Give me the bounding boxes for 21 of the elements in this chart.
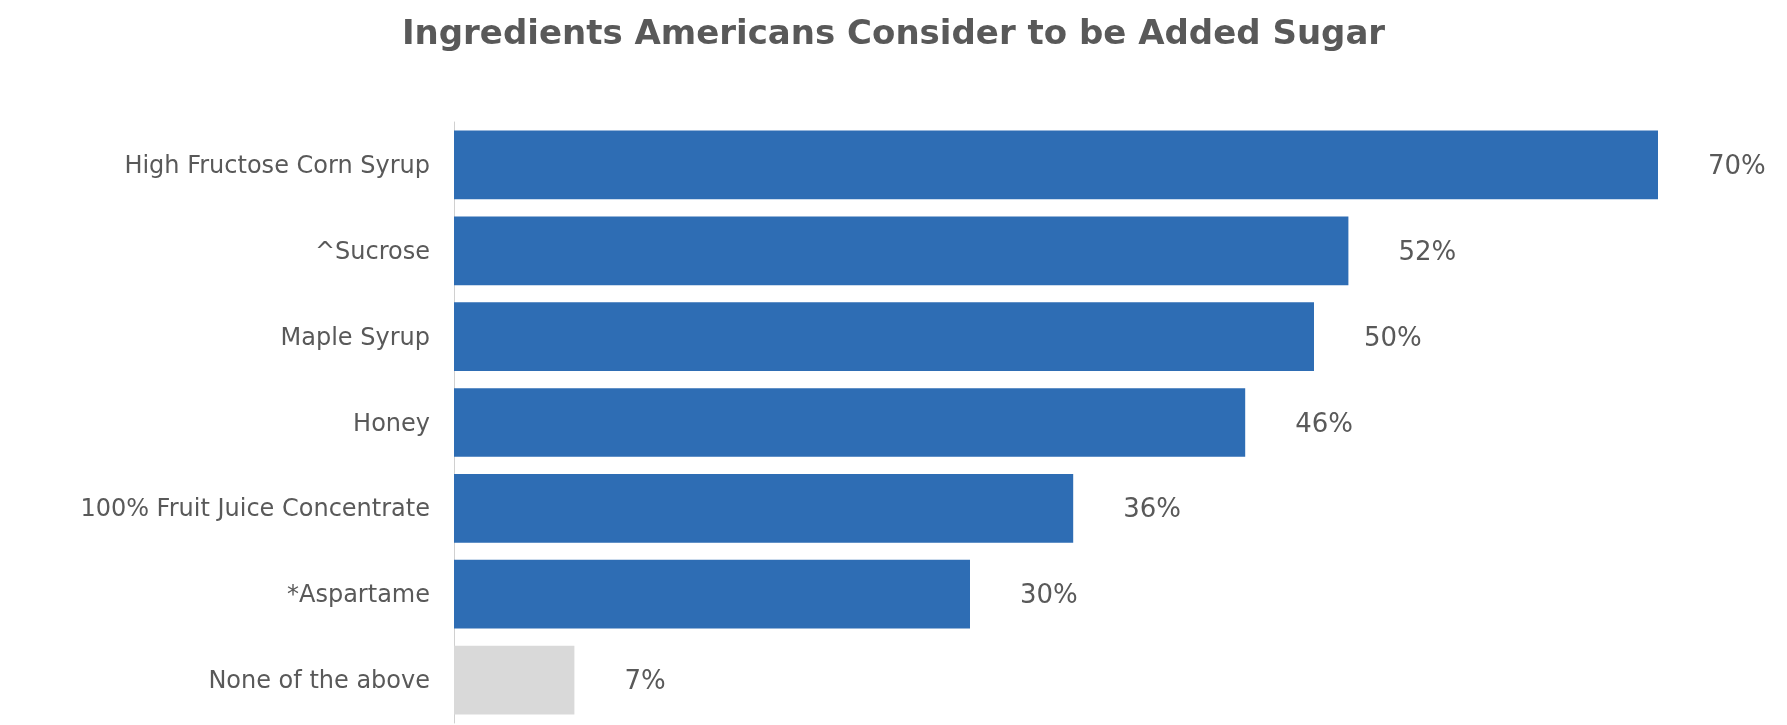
y-tick-label: 100% Fruit Juice Concentrate <box>80 494 430 523</box>
y-tick-label: ^Sucrose <box>314 236 430 265</box>
bar <box>454 130 1658 200</box>
data-label: 70% <box>1708 149 1766 180</box>
data-label: 30% <box>1020 579 1078 610</box>
y-tick-label: None of the above <box>208 666 430 695</box>
data-label: 7% <box>624 665 666 696</box>
y-tick-label: High Fructose Corn Syrup <box>124 150 430 179</box>
data-label: 46% <box>1295 407 1353 438</box>
y-tick-label: *Aspartame <box>287 580 430 609</box>
data-label: 36% <box>1123 493 1181 524</box>
bar <box>454 302 1314 371</box>
bar <box>454 216 1349 286</box>
chart-title: Ingredients Americans Consider to be Added Sugar <box>401 12 1386 52</box>
y-tick-label: Maple Syrup <box>280 322 430 351</box>
data-label: 52% <box>1398 235 1457 266</box>
bar <box>454 474 1074 543</box>
bar <box>454 388 1246 457</box>
data-label: 50% <box>1364 321 1422 352</box>
bar <box>454 559 970 629</box>
y-tick-label: Honey <box>353 408 430 437</box>
